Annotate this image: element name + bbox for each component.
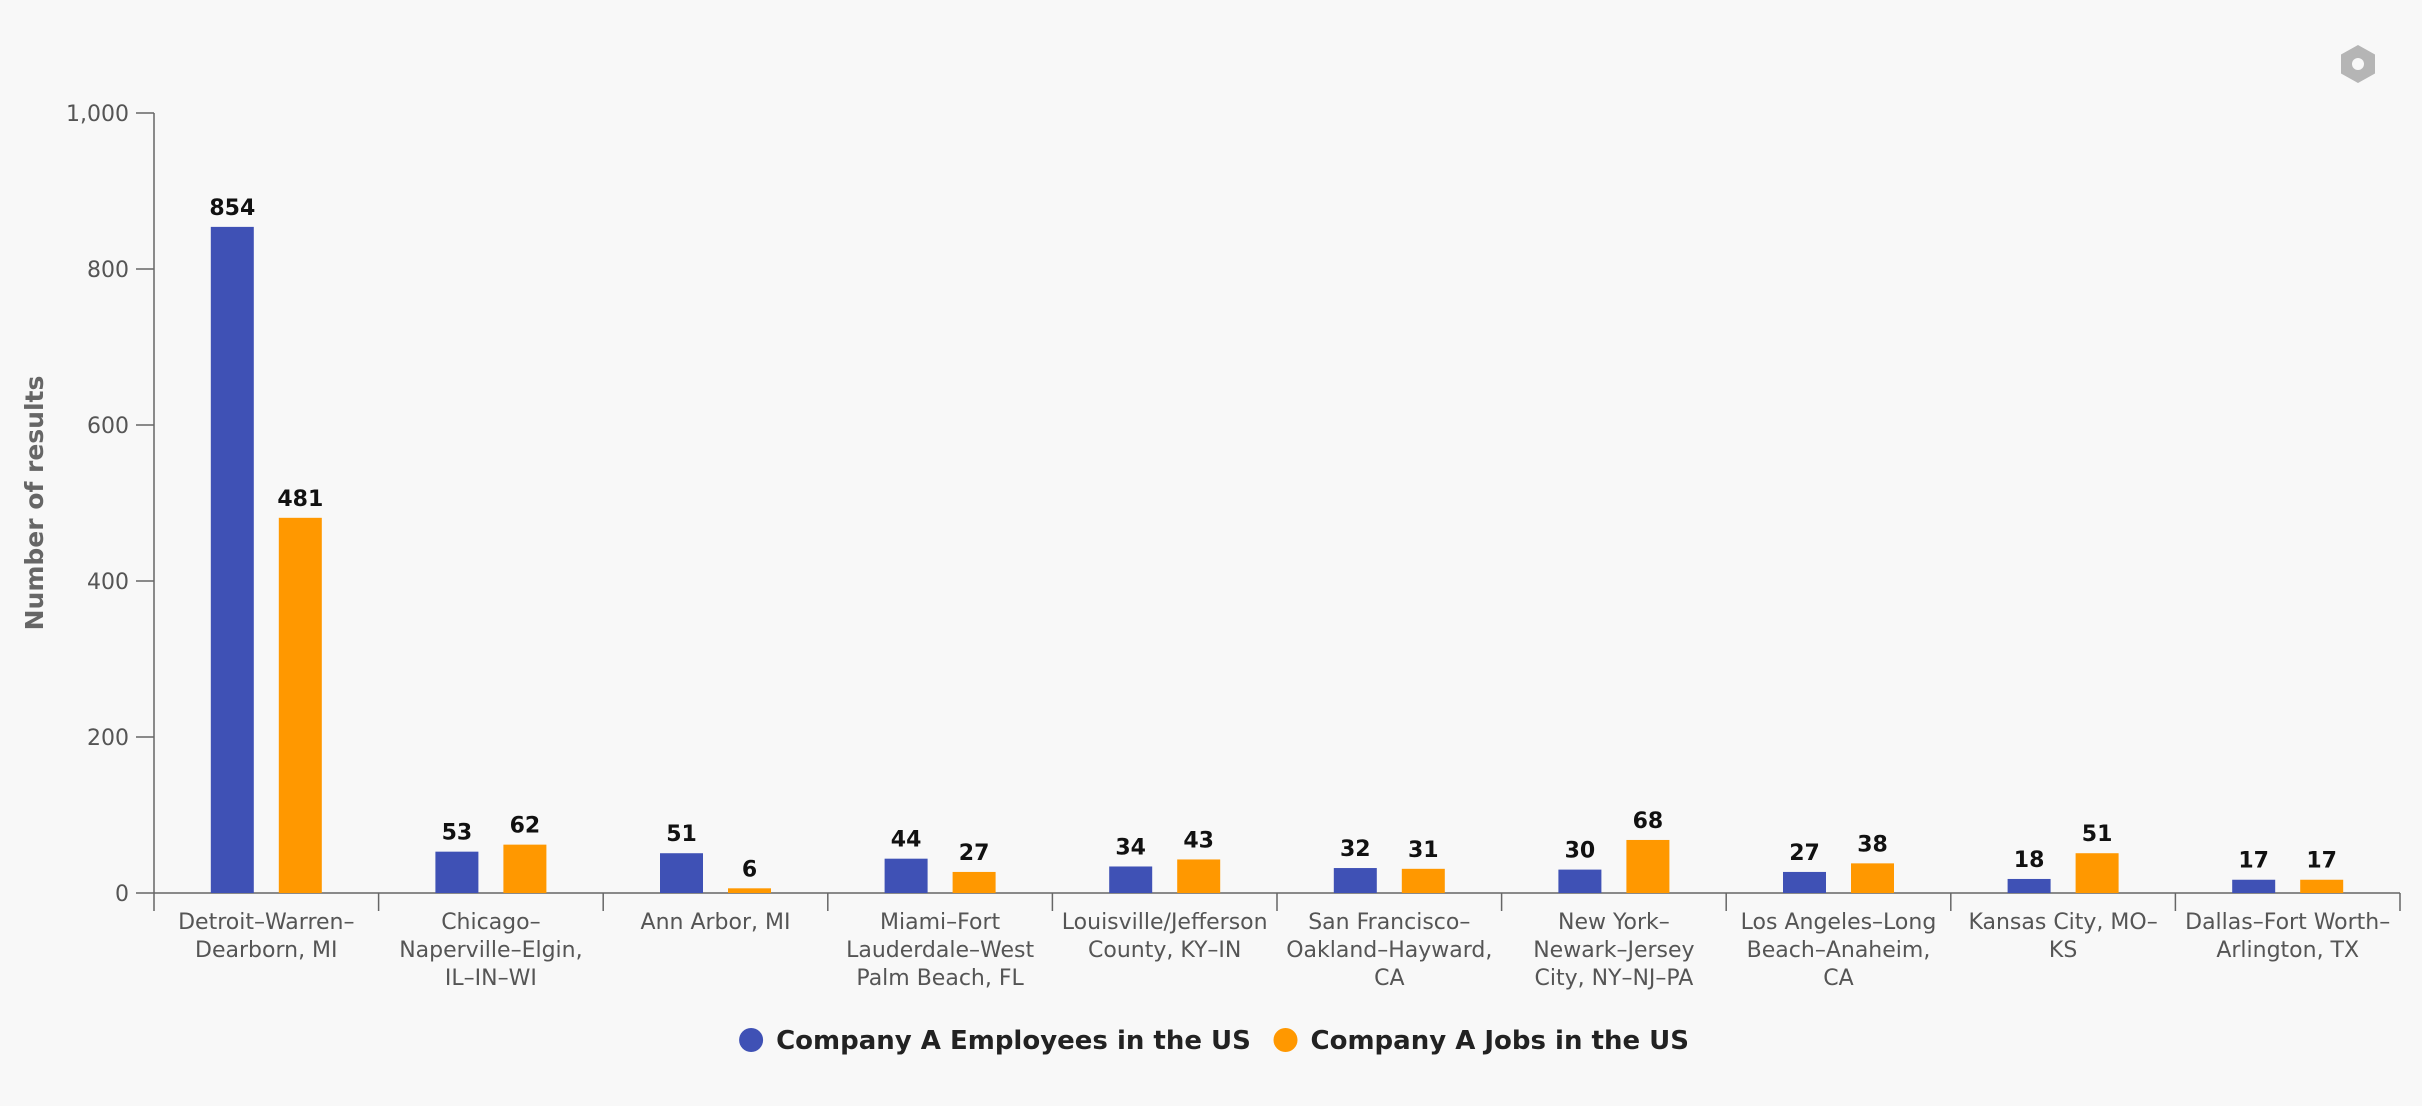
y-tick-label: 600 [87, 414, 129, 439]
bar-data-label: 32 [1340, 837, 1371, 862]
bar-employees[interactable] [435, 851, 479, 893]
y-axis-title: Number of results [20, 376, 49, 631]
x-category-label: San Francisco– Oakland–Hayward, CA [1286, 910, 1492, 991]
x-category-label: Los Angeles–Long Beach–Anaheim, CA [1741, 910, 1937, 991]
bar-data-label: 27 [959, 841, 990, 866]
bar-data-label: 6 [742, 857, 757, 882]
bar-data-label: 68 [1633, 809, 1664, 834]
settings-button[interactable] [2341, 45, 2375, 83]
x-category-label: New York– Newark–Jersey City, NY–NJ–PA [1533, 910, 1694, 991]
bar-jobs[interactable] [1177, 859, 1221, 893]
labels: Detroit–Warren– Dearborn, MI Chicago– Naper… [178, 196, 2390, 991]
legend-marker[interactable] [1273, 1028, 1298, 1052]
bar-data-label: 34 [1115, 835, 1146, 860]
bars [210, 226, 2344, 893]
x-category-label: Louisville/Jefferson County, KY–IN [1062, 910, 1268, 963]
bar-employees[interactable] [660, 853, 703, 893]
bar-jobs[interactable] [2300, 879, 2344, 893]
bar-employees[interactable] [1783, 871, 1826, 893]
y-tick-label: 800 [87, 258, 129, 283]
x-category-label: Chicago– Naperville–Elgin, IL–IN–WI [399, 910, 582, 991]
y-tick-label: 0 [115, 882, 129, 907]
legend-item-jobs[interactable]: Company A Jobs in the US [1273, 1026, 1690, 1056]
axes: 0 200 400 600 800 1,000 Number of results [20, 102, 2401, 911]
bar-data-label: 43 [1183, 828, 1214, 853]
bar-employees[interactable] [210, 226, 254, 893]
bar-employees[interactable] [1558, 869, 1602, 893]
y-tick-label: 400 [87, 570, 129, 595]
legend-item-employees[interactable]: Company A Employees in the US [739, 1026, 1251, 1056]
bar-data-label: 44 [891, 828, 922, 853]
bar-jobs[interactable] [2075, 853, 2119, 893]
x-category-label: Detroit–Warren– Dearborn, MI [178, 910, 354, 963]
bar-data-label: 38 [1857, 832, 1888, 857]
bar-jobs[interactable] [278, 517, 322, 893]
x-category-label: Ann Arbor, MI [641, 910, 791, 935]
y-tick-label: 200 [87, 726, 129, 751]
bar-jobs[interactable] [952, 871, 996, 893]
bar-jobs[interactable] [1626, 839, 1670, 893]
x-category-label: Dallas–Fort Worth– Arlington, TX [2185, 910, 2390, 963]
bar-employees[interactable] [2007, 878, 2051, 893]
bar-employees[interactable] [884, 858, 928, 893]
legend-marker[interactable] [739, 1028, 764, 1052]
bar-data-label: 31 [1408, 838, 1439, 863]
bar-data-label: 27 [1789, 841, 1820, 866]
bar-data-label: 854 [209, 196, 255, 221]
bar-data-label: 17 [2238, 849, 2269, 874]
legend-label[interactable]: Company A Employees in the US [776, 1026, 1251, 1056]
legend-label[interactable]: Company A Jobs in the US [1311, 1026, 1690, 1056]
bar-data-label: 481 [277, 487, 323, 512]
bar-data-label: 53 [442, 821, 473, 846]
bar-employees[interactable] [1333, 868, 1377, 893]
bar-employees[interactable] [2232, 879, 2276, 893]
bar-data-label: 62 [510, 814, 541, 839]
bar-data-label: 30 [1565, 839, 1596, 864]
bar-jobs[interactable] [1851, 863, 1894, 893]
bar-employees[interactable] [1109, 866, 1153, 893]
bar-jobs[interactable] [728, 888, 771, 893]
y-tick-label: 1,000 [66, 102, 129, 127]
bar-data-label: 51 [666, 822, 697, 847]
x-category-label: Kansas City, MO– KS [1968, 910, 2157, 963]
x-category-label: Miami–Fort Lauderdale–West Palm Beach, FL [846, 910, 1034, 991]
bar-jobs[interactable] [503, 844, 547, 893]
settings-icon-center [2352, 58, 2364, 70]
legend[interactable]: Company A Employees in the US Company A J… [739, 1026, 1689, 1056]
bar-data-label: 51 [2082, 822, 2113, 847]
bar-data-label: 18 [2014, 848, 2045, 873]
bar-data-label: 17 [2306, 849, 2337, 874]
bar-jobs[interactable] [1401, 868, 1445, 893]
